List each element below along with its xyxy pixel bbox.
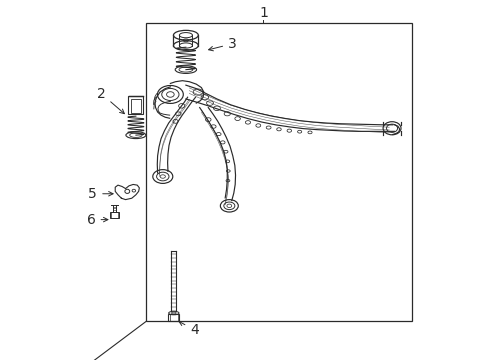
- Bar: [131, 99, 141, 113]
- Text: 4: 4: [179, 321, 199, 337]
- Text: 5: 5: [88, 187, 113, 201]
- Text: 6: 6: [86, 213, 108, 226]
- Bar: [168, 314, 179, 321]
- Bar: [128, 95, 143, 114]
- Bar: [110, 212, 119, 218]
- Text: 3: 3: [208, 37, 236, 51]
- Text: 1: 1: [259, 6, 267, 20]
- Bar: [146, 23, 411, 321]
- Text: 2: 2: [97, 87, 124, 114]
